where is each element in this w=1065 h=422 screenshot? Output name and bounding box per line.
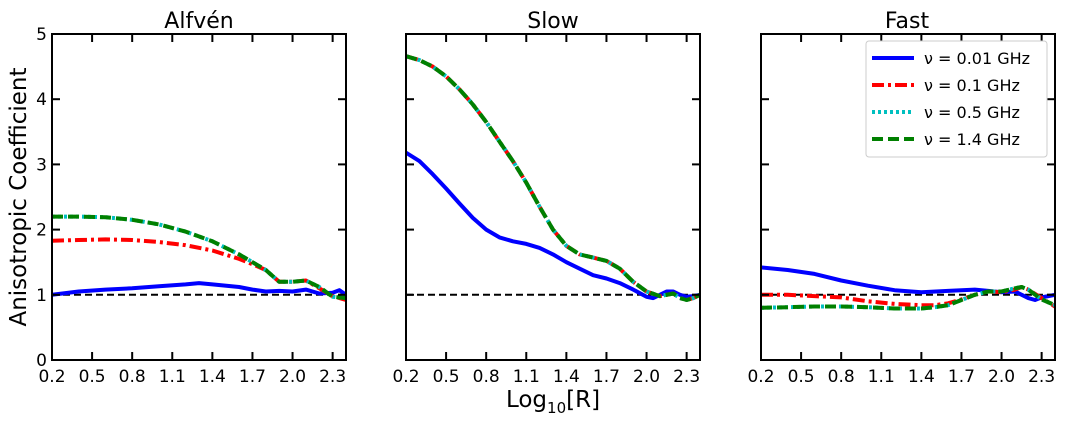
legend-label: ν = 1.4 GHz (924, 130, 1020, 149)
x-tick-label: 0.5 (79, 367, 106, 387)
x-tick-label: 0.5 (433, 367, 460, 387)
y-tick-label: 4 (36, 90, 47, 110)
legend-entry: ν = 0.1 GHz (872, 76, 1020, 95)
x-tick-label: 1.7 (239, 367, 266, 387)
series-line-slow-2 (406, 54, 700, 302)
x-tick-label: 1.4 (199, 367, 226, 387)
x-tick-label: 1.1 (868, 367, 895, 387)
y-tick-label: 0 (36, 351, 47, 371)
series-line-alfven-2 (52, 214, 346, 301)
x-tick-label: 1.1 (513, 367, 540, 387)
series-line-slow-3 (406, 54, 700, 302)
x-tick-label: 0.8 (473, 367, 500, 387)
panel-title-slow: Slow (527, 9, 579, 34)
x-tick-label: 2.0 (988, 367, 1015, 387)
x-tick-label: 1.4 (553, 367, 580, 387)
x-tick-label: 0.8 (828, 367, 855, 387)
series-line-alfven-0 (52, 281, 346, 297)
x-tick-label: 0.2 (747, 367, 774, 387)
x-axis-title-subscript: 10 (547, 399, 566, 417)
y-tick-label: 2 (36, 221, 47, 241)
x-tick-label: 2.3 (319, 367, 346, 387)
series-line-fast-3 (761, 285, 1055, 311)
x-tick-label: 0.8 (119, 367, 146, 387)
x-tick-label: 0.2 (392, 367, 419, 387)
x-axis-title-tail: [R] (566, 387, 600, 413)
series-line-slow-1 (406, 54, 700, 302)
x-tick-label: 1.7 (593, 367, 620, 387)
x-tick-label: 2.3 (1028, 367, 1055, 387)
y-tick-label: 5 (36, 25, 47, 45)
legend: ν = 0.01 GHz ν = 0.1 GHz ν = 0.5 GHz ν =… (865, 40, 1048, 158)
x-tick-label: 1.7 (948, 367, 975, 387)
x-tick-label: 2.3 (673, 367, 700, 387)
panel-slow: 0.2 0.5 0.8 1.1 1.4 1.7 2.0 2.3 Slow (392, 9, 701, 387)
x-axis-title-main: Log (506, 387, 547, 413)
x-axis-title: Log10[R] (506, 387, 600, 417)
panel-title-fast: Fast (885, 9, 930, 34)
y-tick-label: 1 (36, 286, 47, 306)
plot-frame (405, 33, 701, 361)
legend-label: ν = 0.01 GHz (924, 49, 1030, 68)
x-tick-label: 1.1 (159, 367, 186, 387)
panel-alfven: 0.2 0.5 0.8 1.1 1.4 1.7 2.0 2.3 0 1 2 3 4 5 Alfvén (36, 9, 347, 387)
panel-fast: 0.2 0.5 0.8 1.1 1.4 1.7 2.0 2.3 Fast (747, 9, 1056, 387)
x-tick-label: 2.0 (633, 367, 660, 387)
series-line-slow-0 (406, 151, 700, 301)
panel-title-alfven: Alfvén (164, 9, 233, 34)
legend-entry: ν = 0.5 GHz (872, 103, 1020, 122)
series-line-fast-0 (761, 265, 1055, 302)
x-tick-label: 0.5 (788, 367, 815, 387)
y-tick-label: 3 (36, 155, 47, 175)
legend-entry: ν = 0.01 GHz (872, 49, 1030, 68)
plot-frame (51, 33, 347, 361)
x-tick-label: 1.4 (908, 367, 935, 387)
y-axis-title: Anisotropic Coefficient (6, 67, 32, 326)
series-line-alfven-3 (52, 214, 346, 301)
legend-label: ν = 0.5 GHz (924, 103, 1020, 122)
plot-frame (760, 33, 1056, 361)
legend-entry: ν = 1.4 GHz (872, 130, 1020, 149)
legend-label: ν = 0.1 GHz (924, 76, 1020, 95)
legend-box (865, 40, 1048, 158)
x-tick-label: 0.2 (38, 367, 65, 387)
x-tick-label: 2.0 (279, 367, 306, 387)
